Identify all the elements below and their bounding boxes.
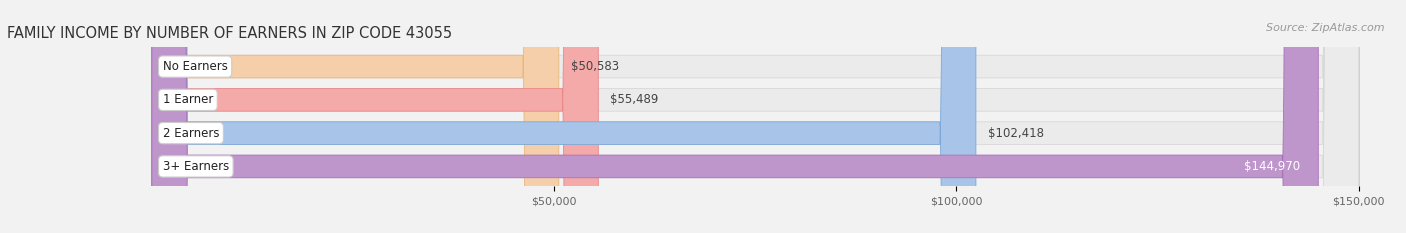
Text: 1 Earner: 1 Earner — [163, 93, 214, 106]
FancyBboxPatch shape — [152, 0, 1358, 233]
Text: $102,418: $102,418 — [988, 127, 1045, 140]
Text: Source: ZipAtlas.com: Source: ZipAtlas.com — [1267, 23, 1385, 33]
Text: $144,970: $144,970 — [1244, 160, 1301, 173]
FancyBboxPatch shape — [152, 0, 1358, 233]
Text: $55,489: $55,489 — [610, 93, 659, 106]
FancyBboxPatch shape — [152, 0, 1358, 233]
Text: 3+ Earners: 3+ Earners — [163, 160, 229, 173]
Text: FAMILY INCOME BY NUMBER OF EARNERS IN ZIP CODE 43055: FAMILY INCOME BY NUMBER OF EARNERS IN ZI… — [7, 26, 453, 41]
FancyBboxPatch shape — [152, 0, 976, 233]
FancyBboxPatch shape — [152, 0, 1358, 233]
Text: $50,583: $50,583 — [571, 60, 619, 73]
FancyBboxPatch shape — [152, 0, 558, 233]
FancyBboxPatch shape — [152, 0, 1319, 233]
Text: No Earners: No Earners — [163, 60, 228, 73]
Text: 2 Earners: 2 Earners — [163, 127, 219, 140]
FancyBboxPatch shape — [152, 0, 599, 233]
